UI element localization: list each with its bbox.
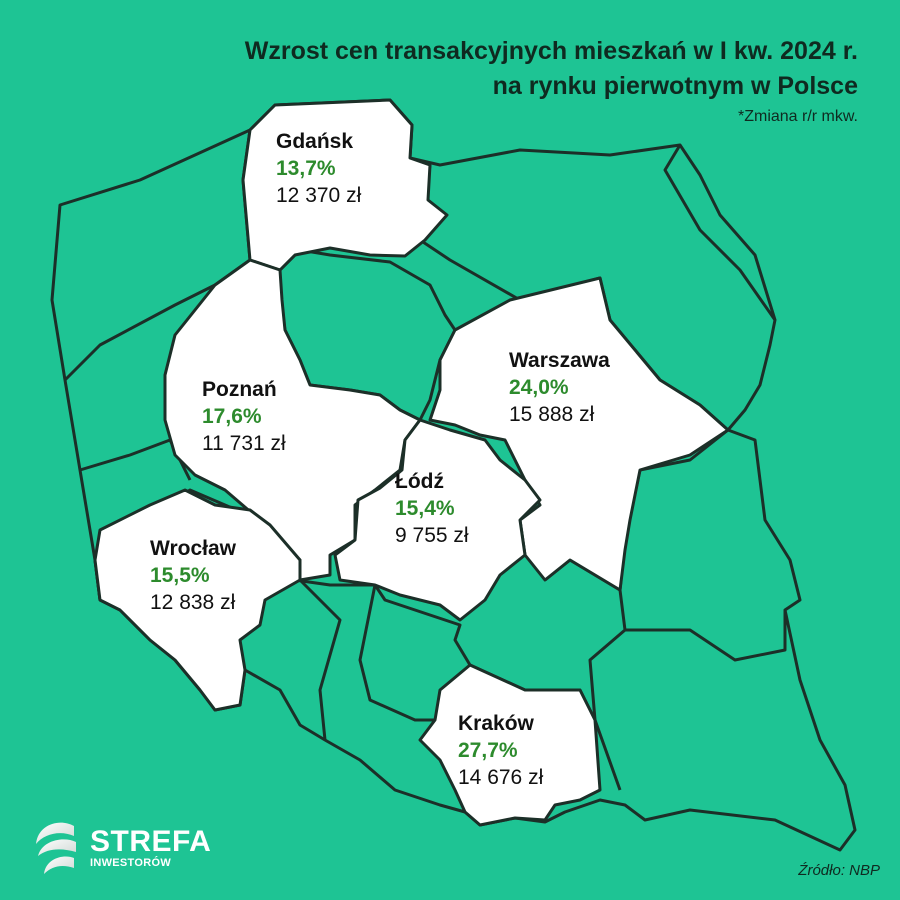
region-border — [298, 578, 342, 741]
city-price: 12 838 zł — [150, 591, 236, 614]
city-price: 9 755 zł — [395, 524, 469, 547]
city-label-gdansk: Gdańsk 13,7% 12 370 zł — [276, 128, 361, 210]
city-percent: 15,5% — [150, 564, 210, 587]
source-note: Źródło: NBP — [798, 862, 880, 879]
city-price: 15 888 zł — [509, 403, 595, 426]
city-name: Wrocław — [150, 537, 236, 560]
city-price: 12 370 zł — [276, 184, 362, 207]
logo-sub-text: INWESTORÓW — [90, 856, 172, 869]
city-label-poznan: Poznań 17,6% 11 731 zł — [202, 376, 286, 458]
city-label-wroclaw: Wrocław 15,5% 12 838 zł — [150, 535, 236, 617]
region-krakow — [418, 663, 602, 827]
swirl-logo-icon — [36, 822, 76, 874]
city-label-krakow: Kraków 27,7% 14 676 zł — [458, 710, 543, 792]
city-name: Łódź — [395, 470, 444, 493]
city-label-warszawa: Warszawa 24,0% 15 888 zł — [509, 347, 610, 429]
region-border — [625, 610, 787, 662]
city-name: Warszawa — [509, 349, 610, 372]
map-title-line-2: na rynku pierwotnym w Polsce — [492, 72, 858, 100]
city-price: 14 676 zł — [458, 766, 544, 789]
title-block: Wzrost cen transakcyjnych mieszkań w I k… — [245, 34, 858, 128]
city-percent: 27,7% — [458, 739, 518, 762]
logo-main-text: STREFA — [90, 824, 212, 858]
city-price: 11 731 zł — [202, 432, 286, 455]
city-name: Poznań — [202, 378, 277, 401]
city-percent: 24,0% — [509, 376, 569, 399]
city-percent: 13,7% — [276, 157, 336, 180]
city-name: Kraków — [458, 712, 534, 735]
city-label-lodz: Łódź 15,4% 9 755 zł — [395, 468, 469, 550]
region-wroclaw — [93, 488, 302, 712]
city-name: Gdańsk — [276, 130, 354, 153]
region-warszawa — [428, 276, 730, 592]
city-percent: 15,4% — [395, 497, 455, 520]
region-lodz — [333, 418, 542, 622]
city-percent: 17,6% — [202, 405, 262, 428]
region-border — [663, 144, 777, 321]
map-subtitle-note: *Zmiana r/r mkw. — [737, 108, 858, 125]
map-title-line-1: Wzrost cen transakcyjnych mieszkań w I k… — [244, 37, 858, 65]
region-poznan — [163, 258, 422, 582]
region-border — [358, 584, 435, 722]
strefa-inwestorow-logo: STREFA INWESTORÓW — [30, 818, 211, 878]
